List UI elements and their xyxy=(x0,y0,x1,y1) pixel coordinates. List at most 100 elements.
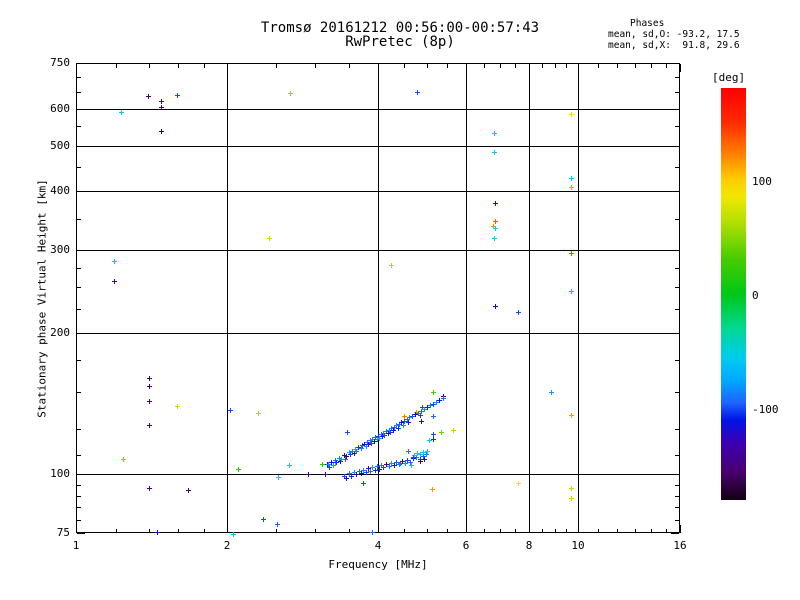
y-tick-mark xyxy=(675,485,679,486)
x-tick-mark xyxy=(666,64,667,68)
y-tick-mark xyxy=(675,496,679,497)
x-tick-mark xyxy=(227,64,228,72)
x-tick-mark xyxy=(566,529,567,533)
colorbar-gradient xyxy=(721,88,746,500)
gridline-vertical xyxy=(578,63,579,533)
colorbar-tick-label: 100 xyxy=(752,175,772,188)
x-tick-mark xyxy=(427,529,428,533)
y-tick-mark xyxy=(675,520,679,521)
x-tick-mark xyxy=(515,529,516,533)
x-tick-mark xyxy=(76,64,77,72)
x-tick-mark xyxy=(149,529,150,533)
y-tick-mark xyxy=(675,455,679,456)
y-tick-mark xyxy=(77,360,81,361)
y-tick-mark xyxy=(77,474,85,475)
colorbar-tick-label: 0 xyxy=(752,289,759,302)
y-tick-mark xyxy=(77,191,85,192)
x-tick-mark xyxy=(617,64,618,68)
y-tick-mark xyxy=(675,167,679,168)
x-tick-mark xyxy=(680,64,681,72)
x-tick-mark xyxy=(578,64,579,72)
x-tick-mark xyxy=(276,64,277,68)
y-tick-mark xyxy=(77,507,81,508)
x-tick-mark xyxy=(666,529,667,533)
y-tick-mark xyxy=(77,92,81,93)
x-tick-mark xyxy=(404,64,405,68)
y-tick-label: 750 xyxy=(50,56,70,69)
gridline-horizontal xyxy=(76,333,680,334)
y-tick-mark xyxy=(675,126,679,127)
y-tick-mark xyxy=(671,250,679,251)
colorbar-label: [deg] xyxy=(712,71,746,84)
x-tick-mark xyxy=(598,64,599,68)
x-tick-mark xyxy=(617,529,618,533)
x-tick-mark xyxy=(555,64,556,68)
x-tick-mark xyxy=(635,64,636,68)
y-tick-mark xyxy=(675,219,679,220)
x-tick-mark xyxy=(447,64,448,68)
gridline-vertical xyxy=(529,63,530,533)
y-tick-mark xyxy=(675,507,679,508)
x-tick-mark xyxy=(651,529,652,533)
y-tick-mark xyxy=(675,392,679,393)
x-tick-mark xyxy=(515,64,516,68)
y-tick-mark xyxy=(671,63,679,64)
y-tick-mark xyxy=(77,520,81,521)
x-tick-mark xyxy=(378,64,379,72)
y-tick-label: 400 xyxy=(50,184,70,197)
x-tick-label: 10 xyxy=(571,539,585,552)
x-tick-mark xyxy=(529,525,530,533)
y-tick-label: 500 xyxy=(50,139,70,152)
x-tick-mark xyxy=(76,525,77,533)
x-tick-mark xyxy=(404,529,405,533)
x-tick-mark xyxy=(651,64,652,68)
gridline-horizontal xyxy=(76,474,680,475)
x-tick-mark xyxy=(578,525,579,533)
y-tick-mark xyxy=(77,219,81,220)
x-tick-mark xyxy=(149,64,150,68)
y-tick-mark xyxy=(671,474,679,475)
gridline-horizontal xyxy=(76,191,680,192)
y-tick-mark xyxy=(671,191,679,192)
y-tick-mark xyxy=(675,360,679,361)
x-tick-label: 6 xyxy=(462,539,470,552)
y-tick-mark xyxy=(77,429,81,430)
y-tick-mark xyxy=(77,533,85,534)
x-tick-mark xyxy=(116,529,117,533)
x-tick-mark xyxy=(484,64,485,68)
y-tick-mark xyxy=(675,92,679,93)
x-tick-mark xyxy=(566,64,567,68)
x-tick-mark xyxy=(349,529,350,533)
x-tick-mark xyxy=(500,64,501,68)
y-tick-mark xyxy=(77,455,81,456)
y-tick-mark xyxy=(77,268,81,269)
y-tick-mark xyxy=(77,77,81,78)
y-tick-mark xyxy=(77,287,81,288)
y-tick-mark xyxy=(77,63,85,64)
x-tick-mark xyxy=(466,525,467,533)
x-tick-mark xyxy=(276,529,277,533)
x-tick-mark xyxy=(315,529,316,533)
y-tick-mark xyxy=(77,167,81,168)
gridline-horizontal xyxy=(76,109,680,110)
page-subtitle: RwPretec (8p) xyxy=(345,34,455,50)
x-tick-mark xyxy=(116,64,117,68)
y-tick-mark xyxy=(675,287,679,288)
gridline-vertical xyxy=(466,63,467,533)
x-tick-mark xyxy=(178,64,179,68)
y-tick-label: 200 xyxy=(50,326,70,339)
x-tick-mark xyxy=(542,529,543,533)
phase-stats-o-mode: mean, sd,O: -93.2, 17.5 xyxy=(608,29,740,40)
gridline-horizontal xyxy=(76,146,680,147)
y-tick-mark xyxy=(77,126,81,127)
y-tick-label: 600 xyxy=(50,102,70,115)
y-tick-mark xyxy=(675,77,679,78)
colorbar-tick-label: -100 xyxy=(752,403,779,416)
x-tick-mark xyxy=(427,64,428,68)
x-tick-mark xyxy=(315,64,316,68)
gridline-horizontal xyxy=(76,250,680,251)
y-tick-mark xyxy=(77,392,81,393)
y-tick-mark xyxy=(671,333,679,334)
x-axis-title: Frequency [MHz] xyxy=(328,558,428,571)
